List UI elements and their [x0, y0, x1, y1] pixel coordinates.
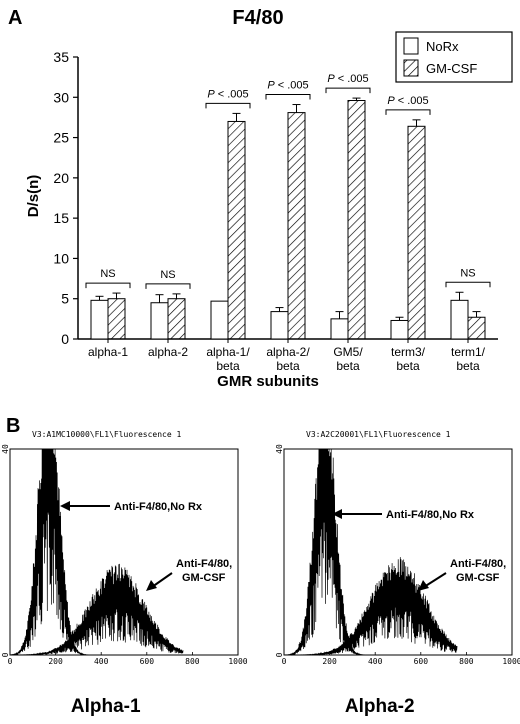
significance-bracket [385, 109, 431, 115]
annotation-norx: Anti-F4/80,No Rx [386, 509, 475, 521]
category-label: alpha-1/ [206, 345, 250, 359]
annotation-gmcsf: Anti-F4/80, [176, 558, 232, 570]
bar-gmcsf [107, 298, 126, 340]
x-tick-label: 200 [48, 657, 63, 666]
arrow-gmcsf [151, 572, 173, 588]
category-label: term1/ [451, 345, 486, 359]
histogram-alpha-2: V3:A2C20001\FL1\Fluorescence 10 200 400 600… [275, 430, 520, 717]
histogram-trace [284, 448, 458, 656]
arrowhead [418, 580, 429, 591]
bar-gmcsf [167, 298, 186, 340]
bar-norx [330, 318, 349, 340]
y-tick-label: 0 [1, 652, 10, 657]
y-tick-label: 0 [275, 652, 284, 657]
y-axis-label: D/s(n) [25, 175, 42, 218]
histogram-caption: Alpha-1 [71, 696, 141, 717]
bar-gmcsf [227, 120, 246, 340]
bar-norx [150, 302, 169, 340]
histogram-caption: Alpha-2 [345, 696, 415, 717]
x-tick-label: 1000 [228, 657, 247, 666]
histogram-trace [9, 448, 184, 656]
histogram-title: V3:A2C20001\FL1\Fluorescence 1 [306, 430, 451, 439]
significance-label: P < .005 [207, 88, 248, 100]
arrowhead [332, 509, 342, 519]
y-tick-label: 0 [61, 331, 69, 347]
x-tick-label: 1000 [502, 657, 520, 666]
significance-label: P < .005 [327, 73, 368, 85]
y-tick-label: 10 [53, 250, 69, 266]
histogram-trace [284, 557, 458, 656]
y-tick-label: 20 [53, 170, 69, 186]
significance-bracket [205, 102, 251, 109]
significance-bracket [325, 87, 371, 94]
significance-bracket [445, 281, 491, 288]
histogram-trace [10, 563, 184, 656]
annotation-gmcsf: GM-CSF [456, 572, 500, 584]
significance-bracket [265, 94, 311, 100]
y-tick-label: 15 [53, 210, 69, 226]
significance-label: NS [160, 269, 175, 281]
category-label: GM5/ [333, 345, 363, 359]
category-label: term3/ [391, 345, 426, 359]
bar-gmcsf [467, 316, 486, 340]
arrowhead [60, 501, 70, 511]
bar-norx [450, 299, 469, 340]
category-label: alpha-2/ [266, 345, 310, 359]
bar-gmcsf [347, 100, 366, 340]
y-tick-label: 5 [61, 291, 69, 307]
arrowhead [146, 580, 157, 591]
significance-bracket [85, 282, 131, 289]
annotation-gmcsf: GM-CSF [182, 572, 226, 584]
bar-chart: 0 5 10 15 20 25 30 35 alpha-1 alpha-2 alpha-1/bet… [53, 31, 513, 373]
x-tick-label: 400 [94, 657, 109, 666]
significance-label: NS [100, 268, 115, 280]
bar-norx [390, 319, 409, 340]
panel-a-letter: A [8, 7, 22, 29]
x-tick-label: 400 [368, 657, 383, 666]
x-axis-label: GMR subunits [217, 373, 319, 390]
x-tick-label: 200 [322, 657, 337, 666]
annotation-gmcsf: Anti-F4/80, [450, 558, 506, 570]
bar-gmcsf [287, 112, 306, 340]
bar-norx [270, 311, 289, 340]
bar-norx [90, 299, 109, 340]
category-label: beta [276, 359, 300, 373]
panel-b-letter: B [6, 415, 20, 437]
panel-a-title: F4/80 [232, 7, 283, 29]
bar-norx [210, 300, 229, 340]
histogram-alpha-1: V3:A1MC10000\FL1\Fluorescence 10 200 400 60… [1, 430, 248, 717]
category-label: beta [456, 359, 480, 373]
legend-swatch [403, 59, 419, 77]
arrow-gmcsf [423, 572, 447, 588]
legend-label: NoRx [426, 39, 459, 54]
significance-label: NS [460, 267, 475, 279]
category-label: beta [336, 359, 360, 373]
histogram-title: V3:A1MC10000\FL1\Fluorescence 1 [32, 430, 181, 439]
annotation-norx: Anti-F4/80,No Rx [114, 501, 203, 513]
x-tick-label: 600 [140, 657, 155, 666]
significance-label: P < .005 [267, 80, 308, 92]
y-tick-label: 35 [53, 49, 69, 65]
category-label: beta [216, 359, 240, 373]
legend-label: GM-CSF [426, 61, 477, 76]
significance-label: P < .005 [387, 95, 428, 107]
category-label: alpha-1 [88, 345, 128, 359]
category-label: alpha-2 [148, 345, 188, 359]
y-tick-label: 25 [53, 130, 69, 146]
x-tick-label: 800 [459, 657, 474, 666]
x-tick-label: 800 [185, 657, 200, 666]
legend-swatch [403, 37, 419, 55]
y-tick-label: 30 [53, 89, 69, 105]
x-tick-label: 0 [282, 657, 287, 666]
x-tick-label: 600 [414, 657, 429, 666]
y-tick-label: 40 [275, 444, 284, 454]
y-tick-label: 40 [1, 444, 10, 454]
bar-gmcsf [407, 125, 426, 340]
significance-bracket [145, 283, 191, 289]
x-tick-label: 0 [8, 657, 13, 666]
category-label: beta [396, 359, 420, 373]
